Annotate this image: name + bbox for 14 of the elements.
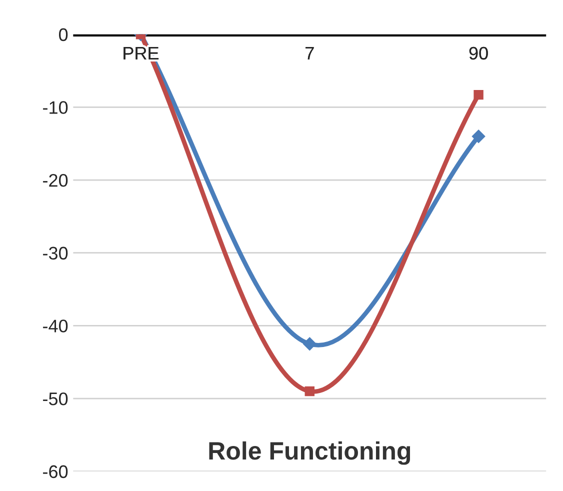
y-tick-label: -40 — [43, 320, 68, 332]
y-tick-label: 0 — [58, 28, 68, 42]
y-tick-label: -30 — [43, 246, 68, 260]
y-tick-label: -20 — [43, 174, 68, 187]
y-tick-label: -50 — [43, 392, 68, 406]
point — [303, 337, 316, 350]
x-tick-label: 90 — [469, 46, 488, 60]
point — [304, 386, 315, 396]
y-tick-label: -60 — [43, 465, 68, 478]
point — [474, 90, 484, 100]
point — [472, 130, 486, 143]
text: Role Functioning — [209, 441, 410, 465]
y-tick-label: -10 — [43, 101, 68, 114]
x-tick-label: 7 — [306, 47, 314, 60]
